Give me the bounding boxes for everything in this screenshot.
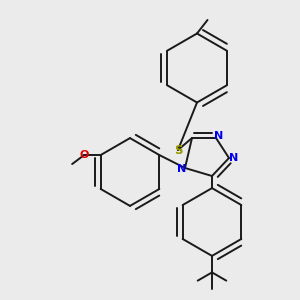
Text: O: O (80, 150, 89, 160)
Text: N: N (214, 130, 224, 141)
Text: N: N (229, 153, 239, 163)
Text: S: S (174, 143, 182, 157)
Text: N: N (177, 164, 186, 174)
